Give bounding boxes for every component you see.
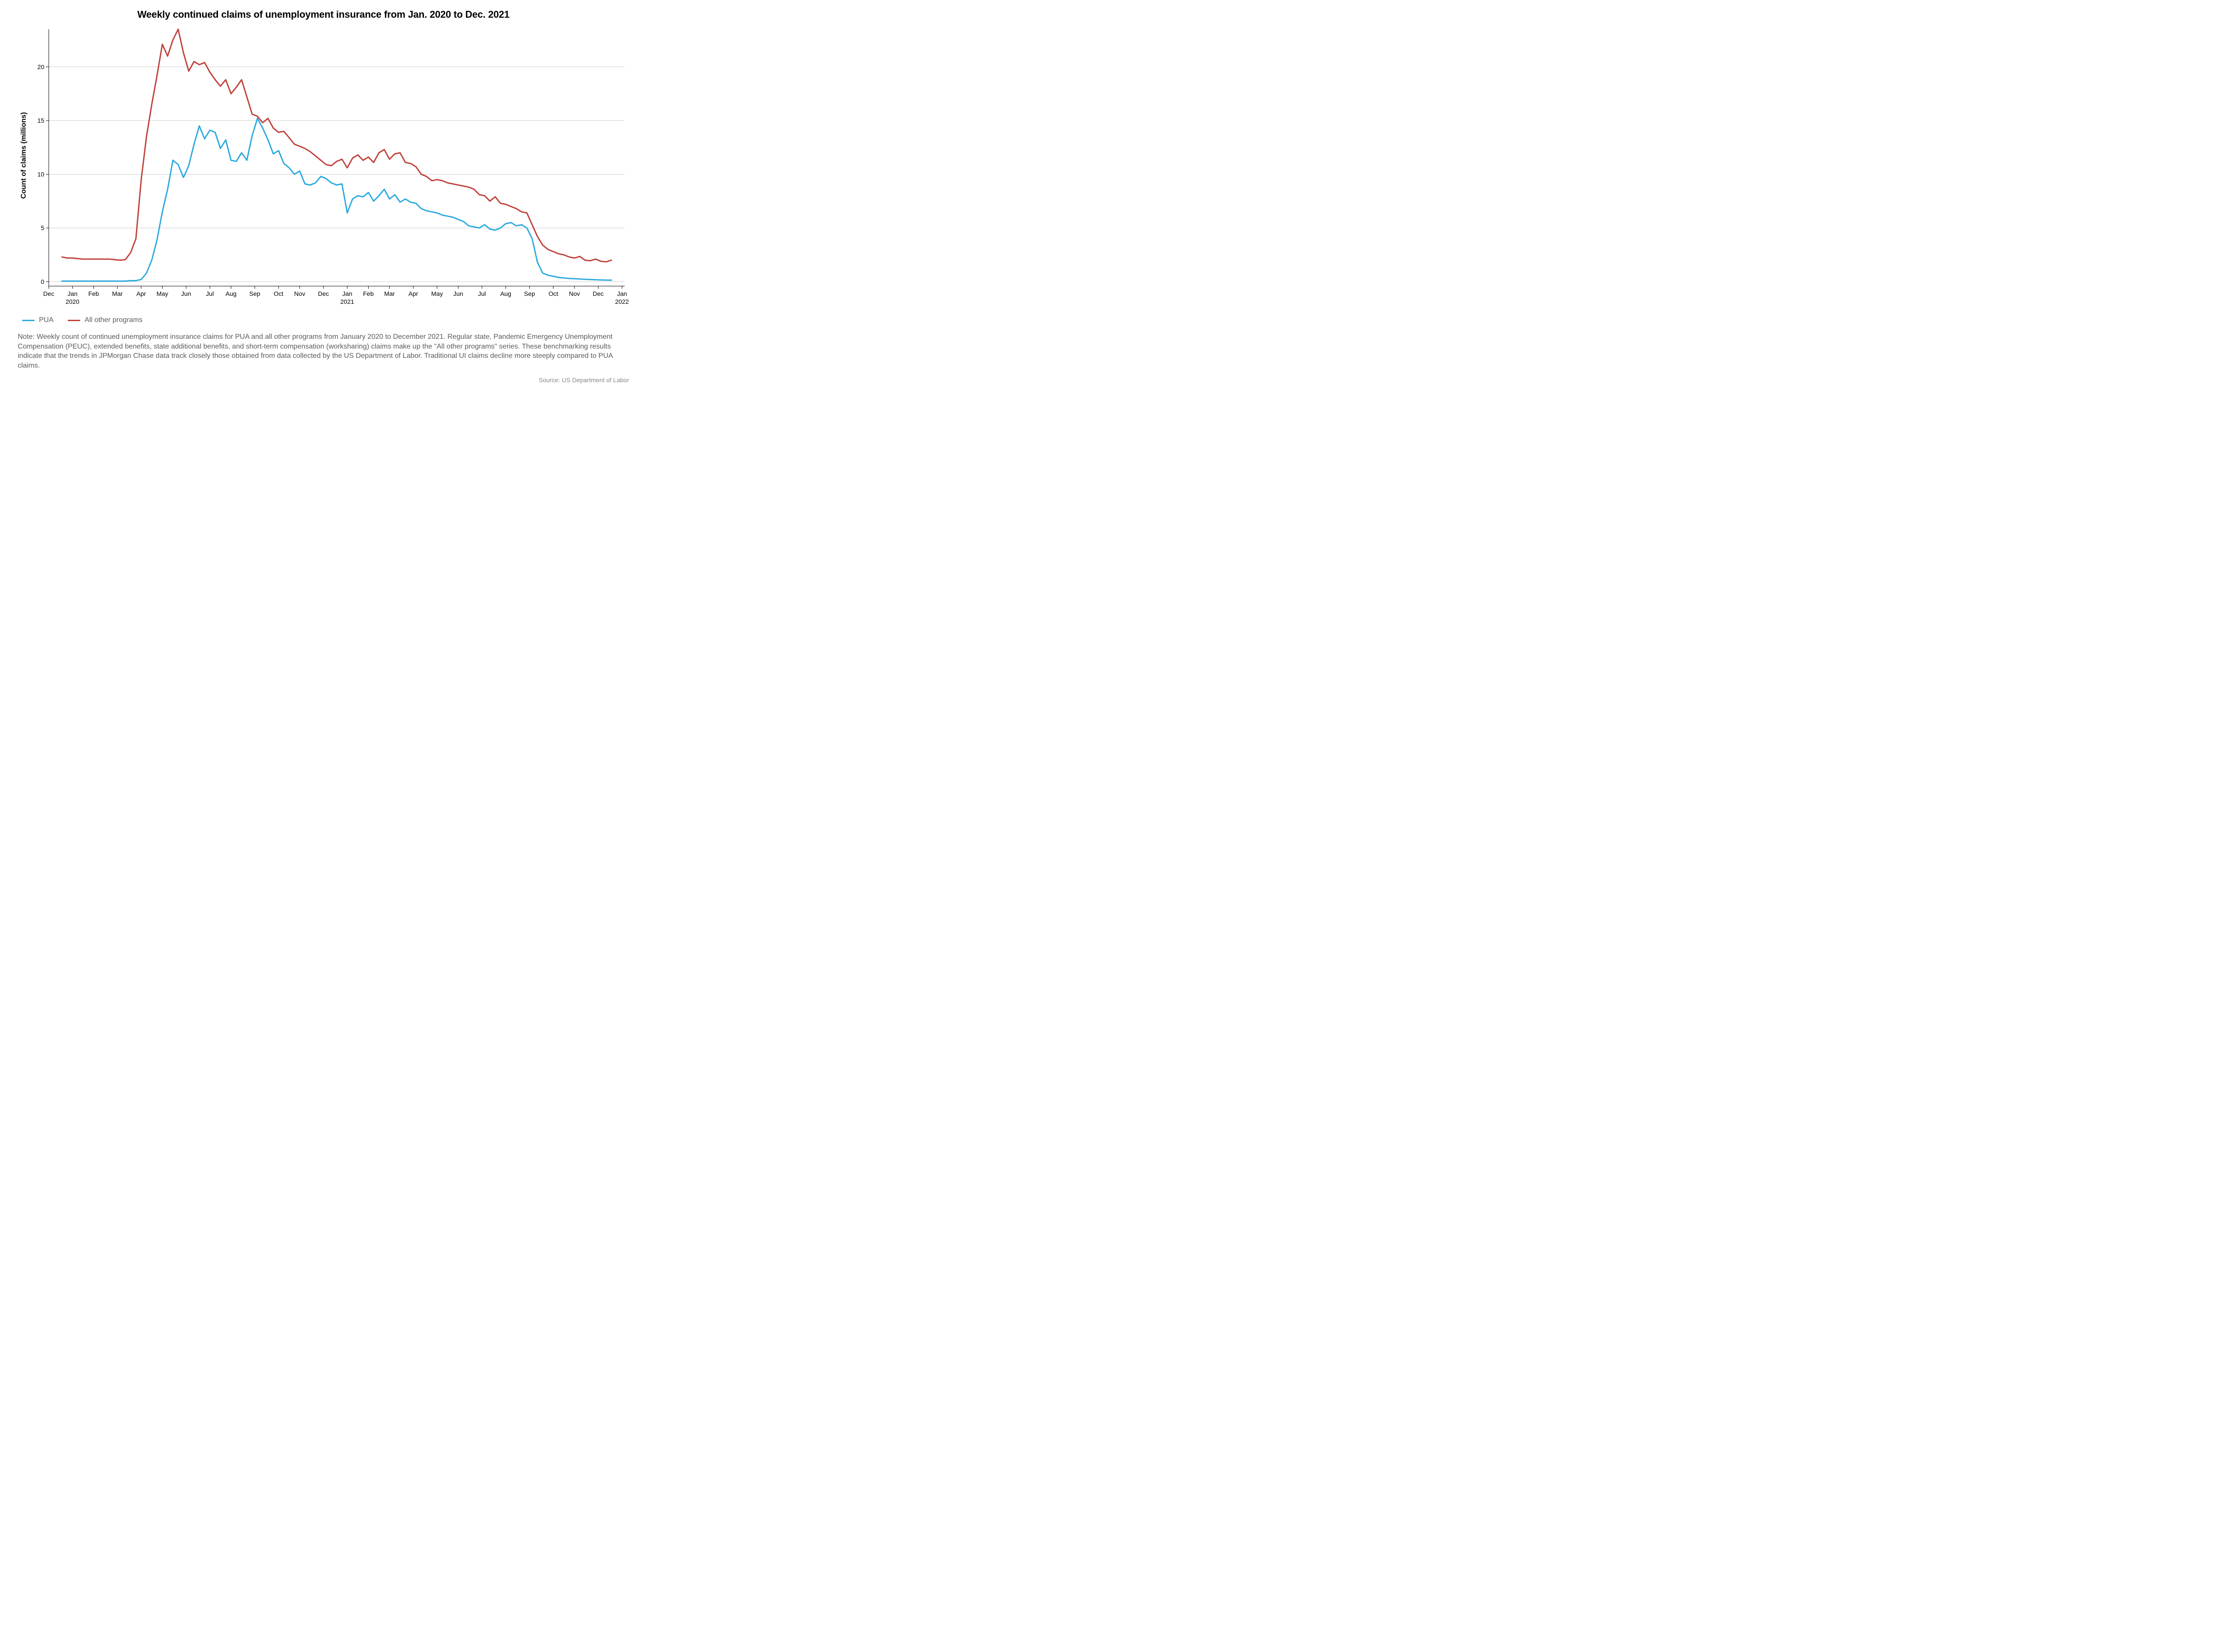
svg-text:Aug: Aug: [225, 290, 237, 297]
svg-text:Jan: Jan: [67, 290, 78, 297]
chart-source: Source: US Department of Labor: [18, 376, 629, 384]
legend-item-other: All other programs: [68, 316, 143, 324]
svg-text:Sep: Sep: [524, 290, 535, 297]
svg-text:10: 10: [37, 171, 44, 178]
svg-text:Nov: Nov: [294, 290, 305, 297]
svg-text:May: May: [431, 290, 443, 297]
svg-text:Mar: Mar: [112, 290, 123, 297]
svg-text:Jun: Jun: [453, 290, 463, 297]
figure-container: Weekly continued claims of unemployment …: [0, 0, 647, 397]
svg-text:Apr: Apr: [136, 290, 146, 297]
svg-text:Feb: Feb: [88, 290, 99, 297]
chart-note: Note: Weekly count of continued unemploy…: [18, 332, 629, 370]
legend-swatch-pua: [22, 320, 35, 321]
svg-text:Oct: Oct: [548, 290, 558, 297]
legend: PUA All other programs: [18, 316, 629, 324]
svg-text:May: May: [156, 290, 168, 297]
chart-title: Weekly continued claims of unemployment …: [18, 9, 629, 20]
svg-text:5: 5: [41, 225, 44, 232]
svg-text:Jan: Jan: [342, 290, 353, 297]
legend-label-pua: PUA: [39, 316, 54, 324]
svg-text:Dec: Dec: [43, 290, 54, 297]
svg-text:Jun: Jun: [181, 290, 191, 297]
svg-text:Jul: Jul: [478, 290, 486, 297]
svg-text:2021: 2021: [340, 298, 354, 305]
svg-text:Dec: Dec: [318, 290, 329, 297]
svg-text:15: 15: [37, 117, 44, 124]
svg-text:Feb: Feb: [363, 290, 373, 297]
chart-area: 0 5 10 15 20 Count of claims (millions) Dec Jan…: [18, 25, 629, 313]
svg-text:2020: 2020: [66, 298, 79, 305]
svg-text:Jan: Jan: [617, 290, 627, 297]
legend-label-other: All other programs: [85, 316, 143, 324]
svg-text:Jul: Jul: [206, 290, 214, 297]
svg-text:0: 0: [41, 278, 44, 285]
svg-text:Oct: Oct: [274, 290, 284, 297]
svg-text:Apr: Apr: [408, 290, 418, 297]
svg-text:Nov: Nov: [569, 290, 580, 297]
svg-text:Count of claims (millions): Count of claims (millions): [20, 112, 27, 199]
legend-swatch-other: [68, 320, 80, 321]
svg-text:Aug: Aug: [500, 290, 511, 297]
svg-text:Dec: Dec: [593, 290, 604, 297]
svg-text:2022: 2022: [615, 298, 629, 305]
svg-text:20: 20: [37, 63, 44, 70]
legend-item-pua: PUA: [22, 316, 54, 324]
svg-text:Mar: Mar: [384, 290, 395, 297]
svg-text:Sep: Sep: [249, 290, 260, 297]
line-chart: 0 5 10 15 20 Count of claims (millions) Dec Jan…: [18, 25, 629, 313]
